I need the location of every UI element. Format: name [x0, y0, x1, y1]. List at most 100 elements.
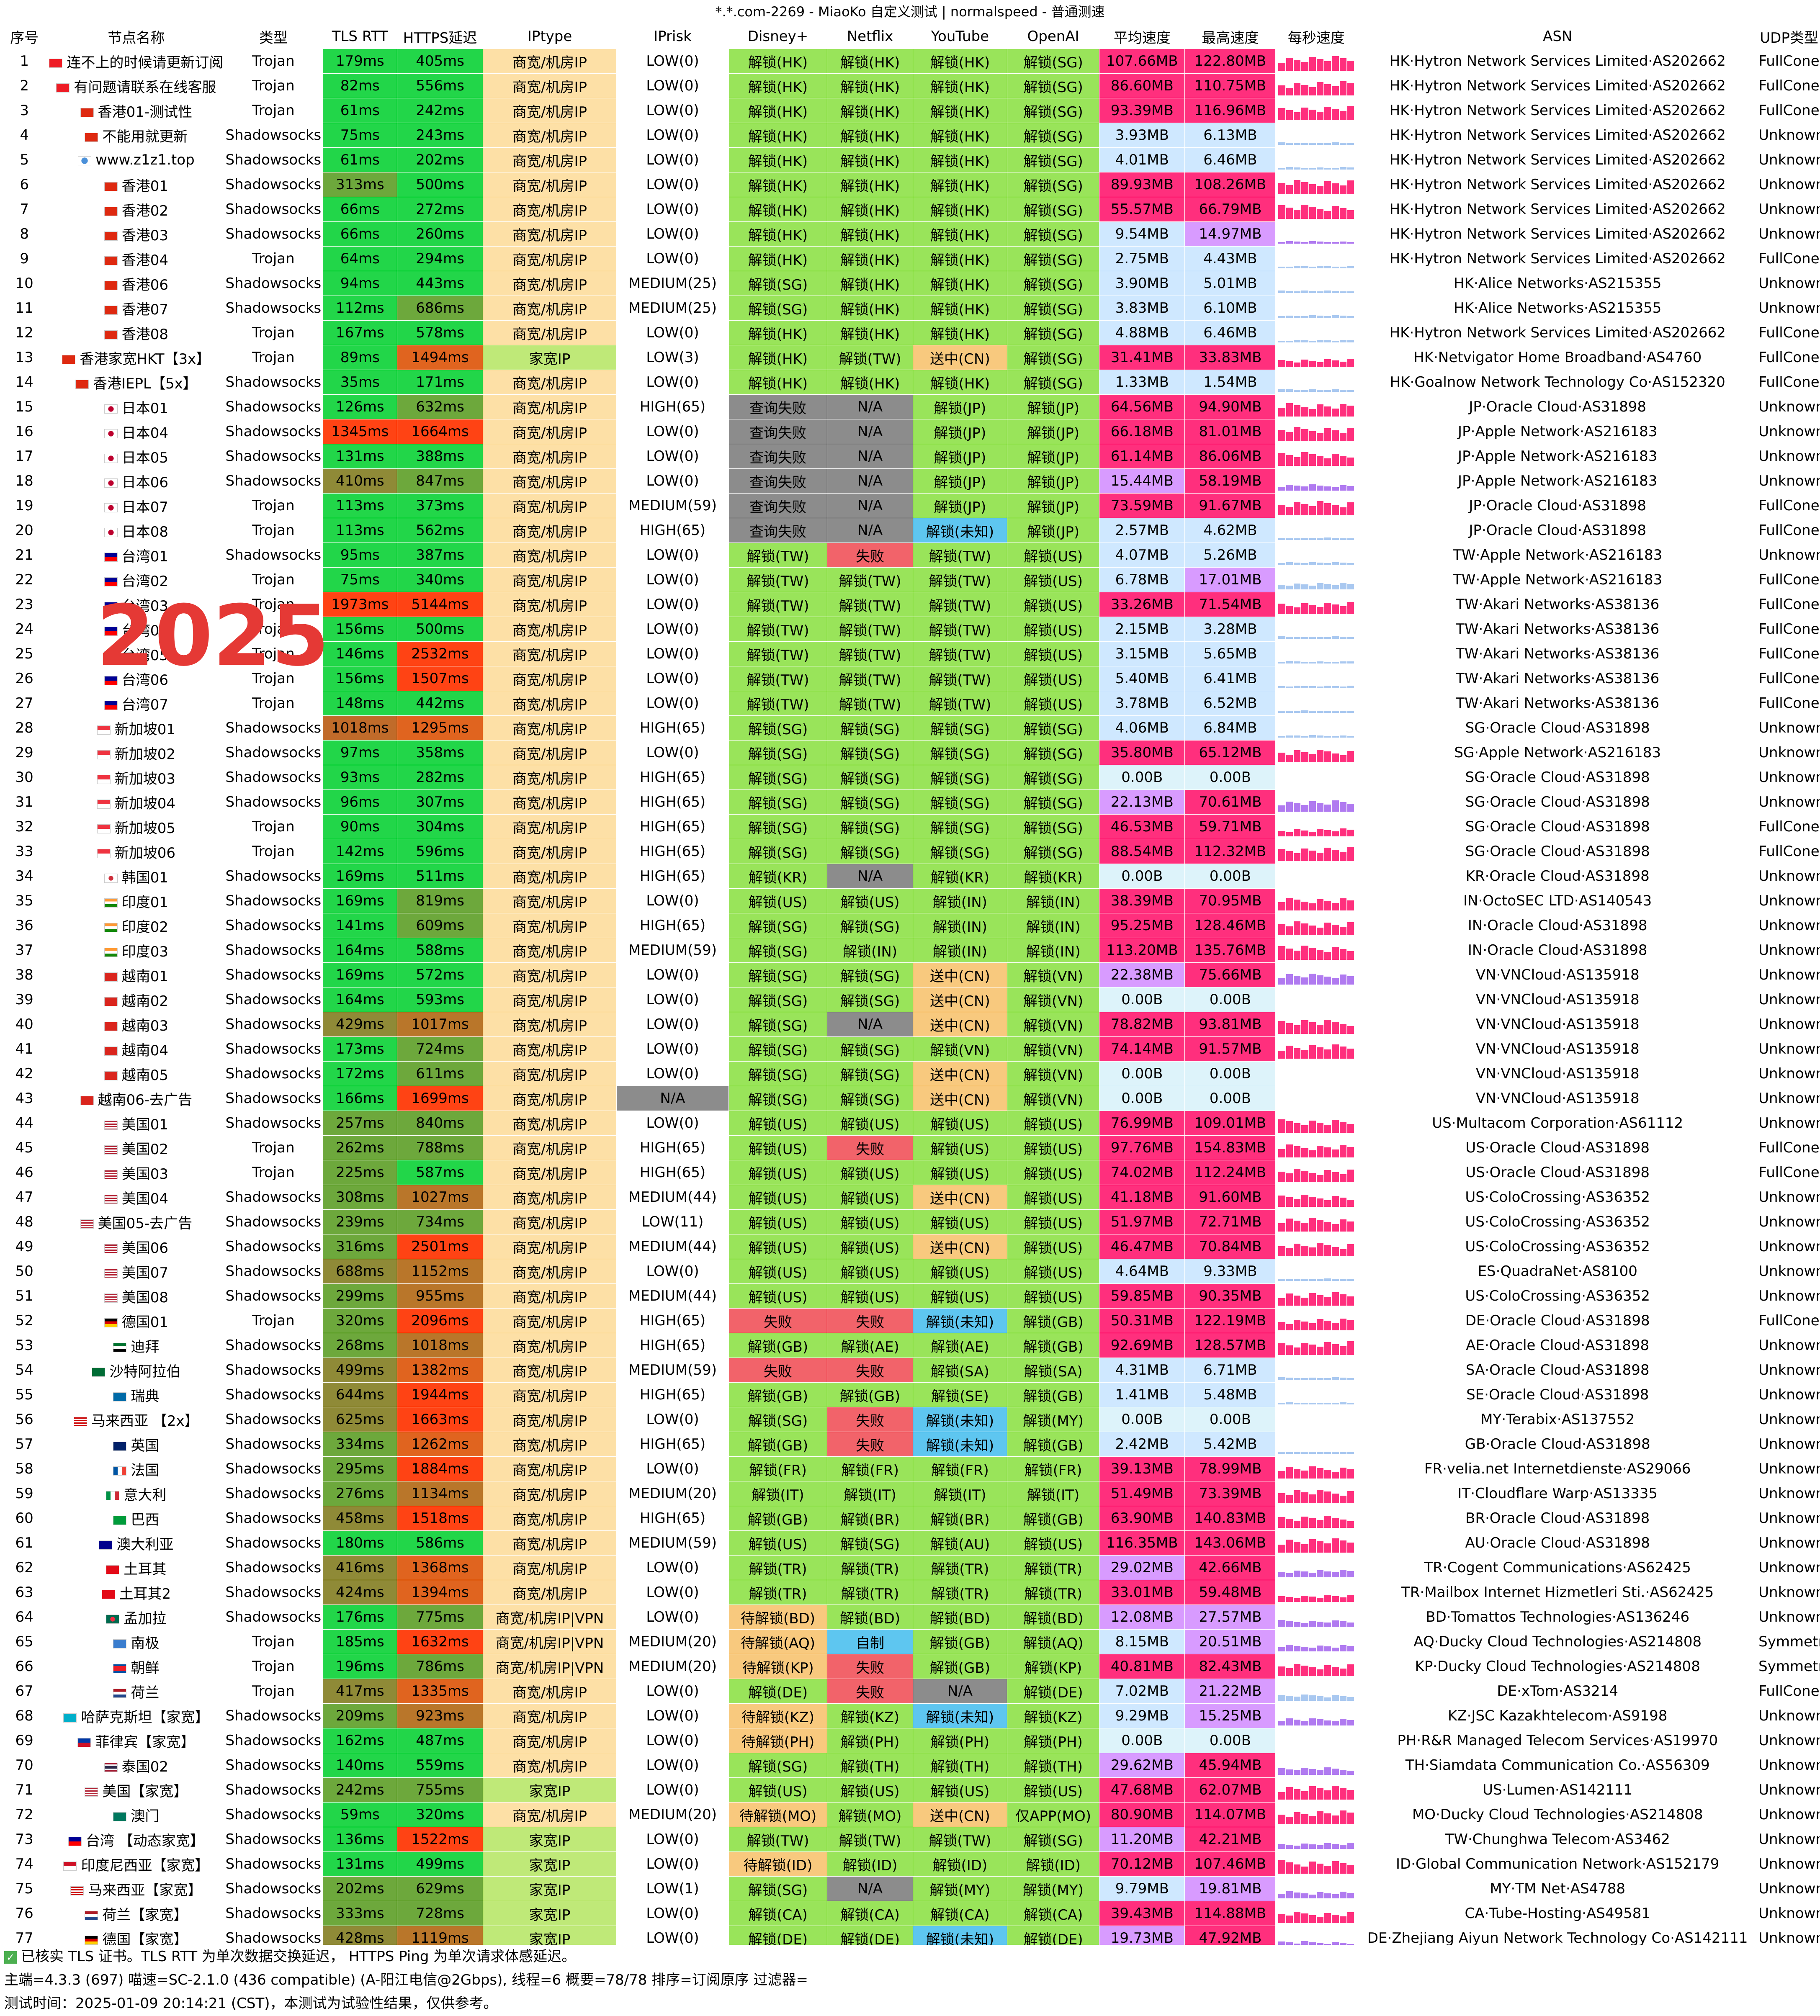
- asn-cell: HK·Alice Networks·AS215355: [1357, 271, 1759, 296]
- https-latency-cell: 819ms: [397, 888, 483, 913]
- speed-bar: [1316, 404, 1324, 417]
- speed-bar: [1293, 750, 1301, 762]
- disney-cell: 失败: [728, 1308, 828, 1333]
- table-row: 65 南极 Trojan 185ms 1632ms 商宽/机房IP|VPN MEDIUM(2…: [0, 1629, 1820, 1654]
- https-latency-cell: 1507ms: [397, 666, 483, 691]
- youtube-cell: 解锁(HK): [912, 296, 1008, 321]
- speed-bar: [1278, 63, 1285, 71]
- index-cell: 60: [0, 1506, 49, 1531]
- per-second-speed-cell: [1275, 1456, 1357, 1481]
- disney-cell: 解锁(GB): [728, 1506, 828, 1531]
- iprisk-cell: HIGH(65): [616, 1160, 729, 1185]
- tls-rtt-cell: 162ms: [322, 1728, 398, 1753]
- country-flag-icon: [85, 1911, 98, 1920]
- country-flag-icon: [104, 1071, 118, 1080]
- youtube-cell: 解锁(JP): [912, 394, 1008, 419]
- speed-bar: [1324, 1020, 1331, 1034]
- speed-bar: [1293, 1789, 1301, 1800]
- speed-bar: [1316, 1892, 1324, 1898]
- node-name-cell: 新加坡03: [48, 765, 224, 790]
- netflix-cell: 解锁(HK): [827, 246, 913, 271]
- udp-type-cell: FullCone: [1758, 518, 1820, 543]
- type-cell: Shadowsocks: [224, 1456, 323, 1481]
- speed-bar: [1316, 1598, 1324, 1602]
- openai-cell: 解锁(GB): [1007, 1382, 1100, 1407]
- https-latency-cell: 1262ms: [397, 1432, 483, 1457]
- speed-bar: [1309, 926, 1316, 935]
- max-speed-cell: 6.46MB: [1184, 147, 1276, 172]
- youtube-cell: 解锁(JP): [912, 468, 1008, 494]
- netflix-cell: 解锁(BD): [827, 1605, 913, 1630]
- youtube-cell: 解锁(MY): [912, 1876, 1008, 1901]
- table-row: 66 朝鲜 Trojan 196ms 786ms 商宽/机房IP|VPN MEDIUM(20…: [0, 1654, 1820, 1679]
- node-name-text: 印度01: [121, 894, 168, 911]
- country-flag-icon: [104, 478, 118, 488]
- avg-speed-cell: 40.81MB: [1099, 1654, 1185, 1679]
- speed-bar: [1301, 1452, 1308, 1454]
- speed-bar: [1301, 1020, 1308, 1034]
- iprisk-cell: LOW(0): [616, 320, 729, 345]
- index-cell: 42: [0, 1061, 49, 1086]
- avg-speed-cell: 97.76MB: [1099, 1135, 1185, 1160]
- asn-cell: IT·Cloudflare Warp·AS13335: [1357, 1481, 1759, 1506]
- node-name-cell: 越南02: [48, 987, 224, 1012]
- iptype-cell: 商宽/机房IP: [482, 617, 617, 642]
- node-name-cell: 香港08: [48, 320, 224, 345]
- avg-speed-cell: 89.93MB: [1099, 172, 1185, 197]
- disney-cell: 解锁(CA): [728, 1901, 828, 1926]
- speed-bar: [1293, 242, 1301, 244]
- speed-sparkline: [1278, 743, 1354, 762]
- https-latency-cell: 1944ms: [397, 1382, 483, 1407]
- per-second-speed-cell: [1275, 1407, 1357, 1432]
- speed-bar: [1293, 711, 1301, 713]
- speed-bar: [1301, 486, 1308, 491]
- index-cell: 33: [0, 839, 49, 864]
- type-cell: Shadowsocks: [224, 1827, 323, 1852]
- iprisk-cell: MEDIUM(20): [616, 1802, 729, 1827]
- iptype-cell: 商宽/机房IP: [482, 1679, 617, 1704]
- iptype-cell: 商宽/机房IP: [482, 320, 617, 345]
- speed-bar: [1286, 851, 1293, 861]
- openai-cell: 解锁(SG): [1007, 740, 1100, 765]
- tls-rtt-cell: 131ms: [322, 444, 398, 469]
- udp-type-cell: Unknown: [1758, 962, 1820, 987]
- disney-cell: 待解锁(KZ): [728, 1703, 828, 1728]
- youtube-cell: 解锁(BD): [912, 1605, 1008, 1630]
- speed-bar: [1293, 976, 1301, 985]
- speed-bar: [1293, 60, 1301, 71]
- https-latency-cell: 593ms: [397, 987, 483, 1012]
- asn-cell: VN·VNCloud·AS135918: [1357, 962, 1759, 987]
- speed-bar: [1316, 1669, 1324, 1676]
- netflix-cell: 解锁(SG): [827, 1061, 913, 1086]
- youtube-cell: 解锁(未知): [912, 1432, 1008, 1457]
- speed-sparkline: [1278, 224, 1354, 244]
- speed-bar: [1332, 925, 1339, 935]
- speed-bar: [1309, 409, 1316, 417]
- asn-cell: JP·Oracle Cloud·AS31898: [1357, 394, 1759, 419]
- speed-bar: [1286, 538, 1293, 540]
- iptype-cell: 商宽/机房IP: [482, 98, 617, 123]
- country-flag-icon: [49, 59, 63, 68]
- tls-rtt-cell: 93ms: [322, 765, 398, 790]
- node-name-text: 澳门: [131, 1808, 160, 1825]
- youtube-cell: 送中(CN): [912, 1061, 1008, 1086]
- speed-bar: [1278, 1322, 1285, 1330]
- index-cell: 43: [0, 1086, 49, 1111]
- iptype-cell: 商宽/机房IP: [482, 1580, 617, 1605]
- asn-cell: TR·Mailbox Internet Hizmetleri Sti.·AS62…: [1357, 1580, 1759, 1605]
- https-latency-cell: 588ms: [397, 938, 483, 963]
- speed-bar: [1301, 1125, 1308, 1133]
- iprisk-cell: LOW(0): [616, 1901, 729, 1926]
- openai-cell: 解锁(US): [1007, 666, 1100, 691]
- speed-bar: [1278, 831, 1285, 836]
- disney-cell: 解锁(US): [728, 1234, 828, 1259]
- iptype-cell: 商宽/机房IP: [482, 419, 617, 444]
- max-speed-cell: 112.24MB: [1184, 1160, 1276, 1185]
- table-row: 52 德国01 Trojan 320ms 2096ms 商宽/机房IP HIGH(65) 失败…: [0, 1308, 1820, 1333]
- asn-cell: AE·Oracle Cloud·AS31898: [1357, 1333, 1759, 1358]
- netflix-cell: 解锁(US): [827, 1234, 913, 1259]
- disney-cell: 解锁(KR): [728, 864, 828, 889]
- max-speed-cell: 5.01MB: [1184, 271, 1276, 296]
- speed-bar: [1301, 205, 1308, 219]
- speed-bar: [1316, 1788, 1324, 1800]
